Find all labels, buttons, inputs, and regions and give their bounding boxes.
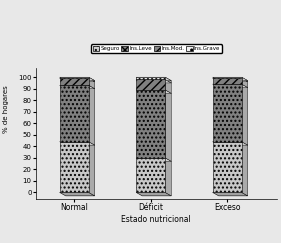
Bar <box>213 84 242 142</box>
Legend: Seguro, Ins.Leve, Ins.Mod., Ins.Grave: Seguro, Ins.Leve, Ins.Mod., Ins.Grave <box>91 44 222 53</box>
Polygon shape <box>89 85 95 145</box>
Bar <box>136 158 165 192</box>
Polygon shape <box>213 78 248 82</box>
X-axis label: Estado nutricional: Estado nutricional <box>121 215 191 224</box>
Polygon shape <box>89 77 95 82</box>
Polygon shape <box>60 142 95 145</box>
Bar <box>136 79 165 90</box>
Text: % de hogares: % de hogares <box>3 86 9 133</box>
Polygon shape <box>60 192 95 196</box>
Polygon shape <box>213 84 248 87</box>
Polygon shape <box>213 142 248 145</box>
Polygon shape <box>242 78 248 87</box>
Polygon shape <box>213 192 248 196</box>
Polygon shape <box>242 84 248 145</box>
Polygon shape <box>242 77 248 82</box>
Polygon shape <box>213 77 248 81</box>
Bar <box>213 78 242 84</box>
Polygon shape <box>136 90 171 93</box>
Polygon shape <box>165 90 171 161</box>
Polygon shape <box>136 192 171 196</box>
Polygon shape <box>60 85 95 89</box>
Polygon shape <box>60 77 95 81</box>
Polygon shape <box>165 158 171 196</box>
Bar <box>60 142 89 192</box>
Polygon shape <box>136 158 171 161</box>
Bar <box>213 77 242 78</box>
Polygon shape <box>165 79 171 93</box>
Polygon shape <box>60 78 95 82</box>
Bar <box>136 90 165 158</box>
Polygon shape <box>136 77 171 81</box>
Bar <box>60 77 89 78</box>
Polygon shape <box>89 142 95 196</box>
Bar <box>60 85 89 142</box>
Bar <box>136 77 165 79</box>
Polygon shape <box>89 78 95 89</box>
Polygon shape <box>165 77 171 83</box>
Polygon shape <box>242 142 248 196</box>
Bar <box>213 142 242 192</box>
Polygon shape <box>136 79 171 83</box>
Bar <box>60 78 89 85</box>
